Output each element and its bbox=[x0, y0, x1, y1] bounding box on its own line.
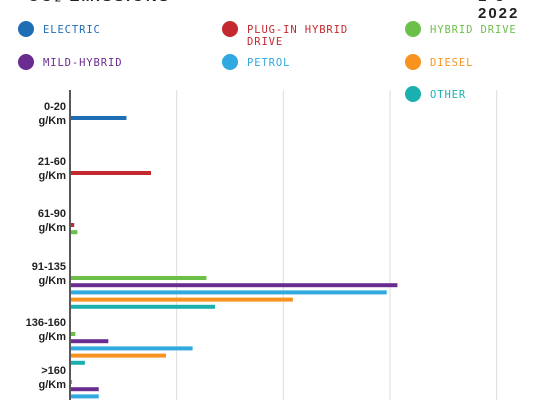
legend-dot-diesel bbox=[405, 54, 421, 70]
category-label: 136-160 bbox=[26, 317, 66, 329]
category-label: g/Km bbox=[39, 115, 67, 127]
bar-plugin bbox=[71, 223, 75, 227]
chart-title-fragment-right: 1-3 2022 bbox=[478, 0, 520, 22]
legend-item-electric: ELECTRIC bbox=[18, 20, 101, 37]
bar-other bbox=[71, 360, 85, 365]
legend-dot-electric bbox=[18, 21, 34, 37]
legend-dot-other bbox=[405, 86, 421, 102]
category-label: >160 bbox=[41, 365, 66, 377]
category-label: g/Km bbox=[39, 275, 67, 287]
bar-plugin bbox=[71, 171, 151, 175]
legend-label-plugin: PLUG-IN HYBRID DRIVE bbox=[247, 24, 349, 48]
bar-mild bbox=[71, 387, 99, 392]
category-label: g/Km bbox=[39, 170, 67, 182]
bar-diesel bbox=[71, 297, 293, 302]
bar-petrol bbox=[71, 346, 193, 351]
bar-hybrid bbox=[71, 276, 207, 280]
legend-item-petrol: PETROL bbox=[222, 53, 290, 70]
legend-dot-plugin bbox=[222, 21, 238, 37]
chart-title-fragment-left: CO₂ EMISSIONS bbox=[28, 0, 171, 5]
legend-item-other: OTHER bbox=[405, 85, 466, 102]
legend-label-petrol: PETROL bbox=[247, 57, 291, 69]
bar-petrol bbox=[71, 394, 99, 399]
category-label: 0-20 bbox=[44, 101, 66, 113]
category-label: 91-135 bbox=[32, 261, 66, 273]
category-label: 21-60 bbox=[38, 156, 66, 168]
legend-label-diesel: DIESEL bbox=[430, 57, 474, 69]
legend-item-diesel: DIESEL bbox=[405, 53, 473, 70]
category-label: g/Km bbox=[39, 222, 67, 234]
bar-petrol bbox=[71, 290, 387, 295]
legend-dot-hybrid bbox=[405, 21, 421, 37]
legend-item-plugin: PLUG-IN HYBRID DRIVE bbox=[222, 20, 357, 48]
legend-item-mild: MILD-HYBRID bbox=[18, 53, 122, 70]
legend-dot-petrol bbox=[222, 54, 238, 70]
bar-hybrid bbox=[71, 230, 78, 235]
legend-label-other: OTHER bbox=[430, 89, 467, 101]
bar-diesel bbox=[71, 353, 166, 358]
legend-item-hybrid: HYBRID DRIVE bbox=[405, 20, 517, 37]
category-label: g/Km bbox=[39, 379, 67, 391]
legend-dot-mild bbox=[18, 54, 34, 70]
bar-other bbox=[71, 304, 215, 309]
legend-label-electric: ELECTRIC bbox=[43, 24, 101, 36]
bar-hybrid bbox=[71, 380, 73, 384]
legend-label-mild: MILD-HYBRID bbox=[43, 57, 123, 69]
bar-mild bbox=[71, 283, 398, 288]
category-label: 61-90 bbox=[38, 208, 66, 220]
category-label: g/Km bbox=[39, 331, 67, 343]
bar-hybrid bbox=[71, 332, 76, 336]
legend-label-hybrid: HYBRID DRIVE bbox=[430, 24, 517, 36]
bar-mild bbox=[71, 339, 109, 344]
bar-electric bbox=[71, 116, 127, 120]
